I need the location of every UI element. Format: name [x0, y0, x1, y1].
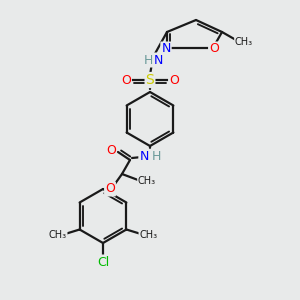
Text: S: S: [146, 73, 154, 87]
Text: H: H: [143, 53, 153, 67]
Text: O: O: [121, 74, 131, 86]
Text: O: O: [169, 74, 179, 86]
Text: O: O: [106, 143, 116, 157]
Text: N: N: [139, 149, 149, 163]
Text: N: N: [161, 43, 171, 56]
Text: CH₃: CH₃: [49, 230, 67, 241]
Text: Cl: Cl: [97, 256, 109, 268]
Text: CH₃: CH₃: [235, 37, 253, 47]
Text: H: H: [151, 149, 161, 163]
Text: O: O: [105, 182, 115, 196]
Text: CH₃: CH₃: [139, 230, 158, 241]
Text: N: N: [153, 53, 163, 67]
Text: CH₃: CH₃: [138, 176, 156, 186]
Text: O: O: [209, 43, 219, 56]
